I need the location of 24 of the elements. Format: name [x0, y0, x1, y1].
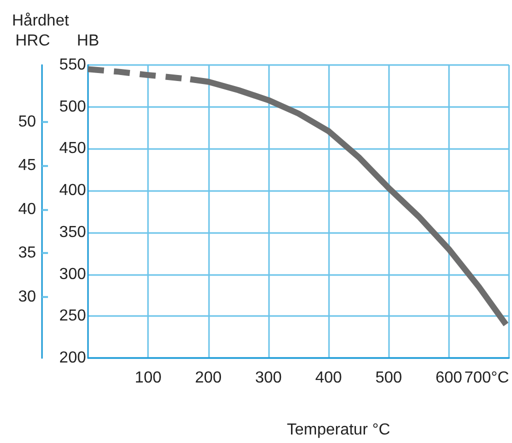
y2-tick-label: 30	[18, 288, 36, 306]
x-tick-label: 100	[134, 370, 162, 386]
y2-tick-label: 45	[18, 157, 36, 174]
x-tick-label: 600	[436, 370, 462, 386]
x-tick-label: 500	[375, 370, 402, 386]
x-tick-label: 300	[255, 370, 282, 386]
x-axis-title: Temperatur °C	[286, 422, 390, 438]
x-tick-label: 200	[194, 370, 222, 386]
y2-tick-label: 50	[18, 113, 36, 130]
y-tick-label: 250	[59, 308, 86, 325]
y-tick-label: 500	[59, 98, 86, 116]
chart-title: Hårdhet	[12, 12, 70, 30]
y-tick-label: 450	[59, 140, 86, 158]
y2-axis-title: HRC	[15, 32, 50, 50]
y-axis-title: HB	[76, 32, 100, 50]
y-tick-label: 200	[59, 350, 86, 366]
x-tick-label: 400	[315, 370, 342, 386]
y2-tick-label: 35	[18, 244, 36, 262]
y-tick-label: 300	[59, 266, 86, 283]
y-tick-label: 400	[59, 182, 86, 200]
y-tick-label: 350	[59, 224, 86, 241]
y2-tick-label: 40	[18, 200, 36, 218]
x-tick-label: 700°C	[464, 370, 509, 386]
y-tick-label: 550	[59, 56, 86, 74]
